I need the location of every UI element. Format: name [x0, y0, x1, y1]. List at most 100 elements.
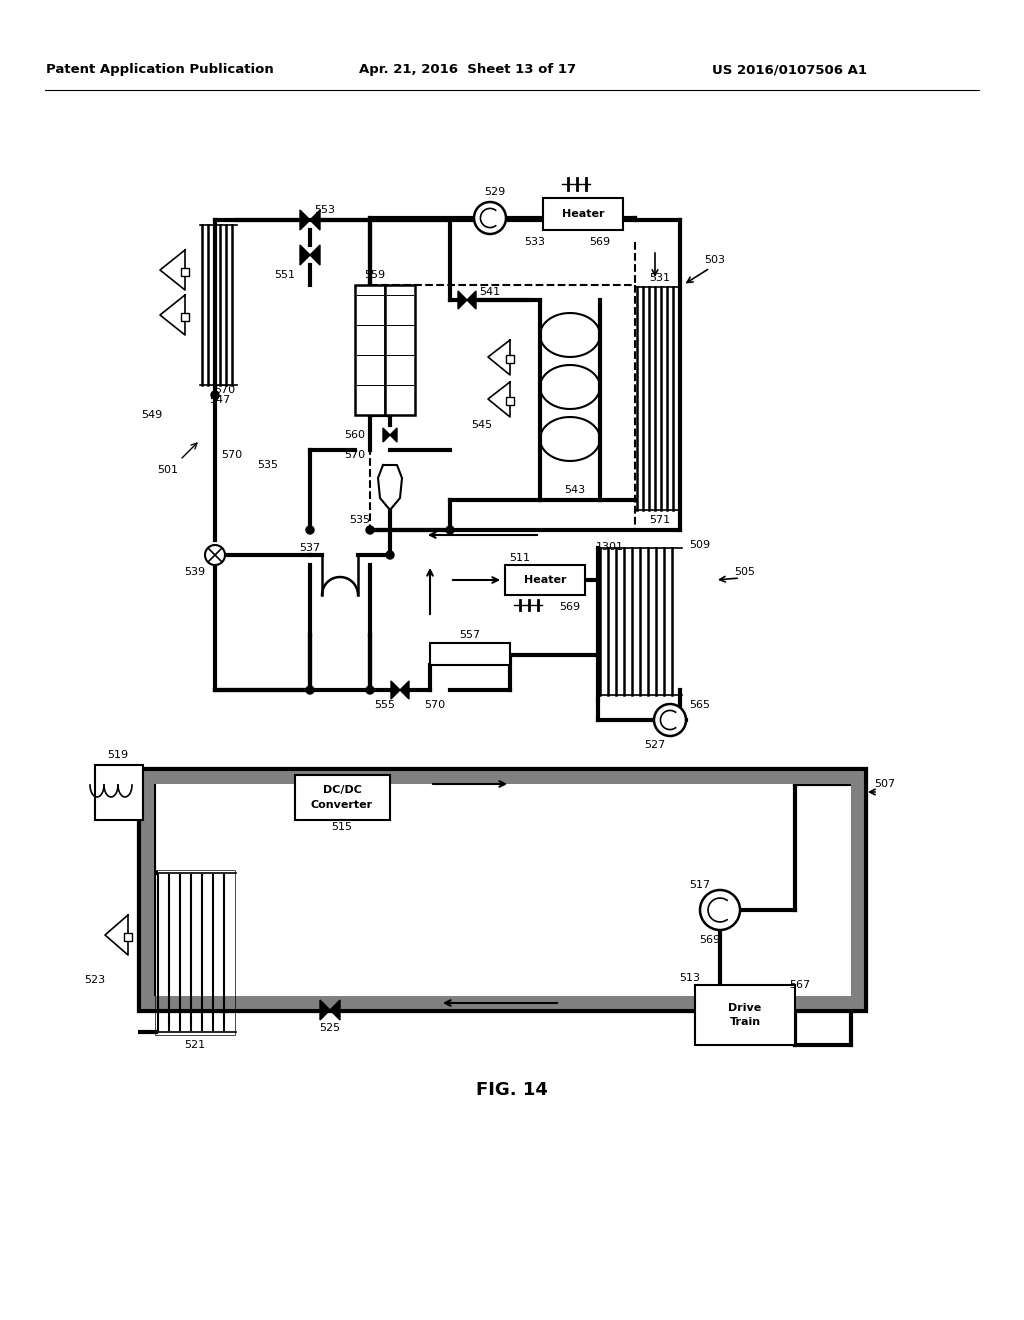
Polygon shape: [310, 210, 319, 230]
Circle shape: [366, 525, 374, 535]
Polygon shape: [400, 681, 409, 700]
Text: 557: 557: [460, 630, 480, 640]
Bar: [355, 285, 385, 414]
Text: Converter: Converter: [311, 800, 373, 810]
Polygon shape: [160, 294, 185, 335]
Text: 570: 570: [214, 385, 236, 395]
Text: Heater: Heater: [523, 576, 566, 585]
Text: 537: 537: [299, 543, 321, 553]
Text: 1301: 1301: [596, 543, 624, 552]
Polygon shape: [300, 246, 310, 265]
Text: 569: 569: [590, 238, 610, 247]
Bar: [695, 985, 795, 1045]
Text: FIG. 14: FIG. 14: [476, 1081, 548, 1100]
Text: 565: 565: [689, 700, 711, 710]
Text: 549: 549: [141, 411, 163, 420]
Text: US 2016/0107506 A1: US 2016/0107506 A1: [713, 63, 867, 77]
Text: 529: 529: [484, 187, 506, 197]
Circle shape: [205, 545, 225, 565]
Text: 501: 501: [158, 465, 178, 475]
Text: 569: 569: [559, 602, 581, 612]
Bar: [543, 198, 623, 230]
Text: 570: 570: [221, 450, 243, 459]
Text: 527: 527: [644, 741, 666, 750]
Text: 539: 539: [184, 568, 206, 577]
Bar: [95, 766, 143, 820]
Bar: [140, 770, 154, 1010]
Polygon shape: [488, 341, 510, 375]
Text: 505: 505: [734, 568, 756, 577]
Bar: [140, 770, 865, 1010]
Circle shape: [654, 704, 686, 737]
Text: Heater: Heater: [562, 209, 604, 219]
Bar: [506, 397, 514, 405]
Text: 545: 545: [471, 420, 493, 430]
Text: 511: 511: [510, 553, 530, 564]
Bar: [155, 870, 234, 1035]
Bar: [181, 313, 189, 321]
Bar: [430, 643, 510, 665]
Text: 535: 535: [349, 515, 371, 525]
Bar: [140, 770, 865, 784]
Polygon shape: [383, 428, 390, 442]
Text: 503: 503: [705, 255, 725, 265]
Text: 507: 507: [874, 779, 896, 789]
Bar: [295, 775, 390, 820]
Text: 570: 570: [344, 450, 366, 459]
Text: Patent Application Publication: Patent Application Publication: [46, 63, 273, 77]
Text: 509: 509: [689, 540, 711, 550]
Text: 555: 555: [375, 700, 395, 710]
Bar: [385, 285, 415, 414]
Text: 570: 570: [424, 700, 445, 710]
Circle shape: [211, 391, 219, 399]
Text: 513: 513: [680, 973, 700, 983]
Text: 553: 553: [314, 205, 336, 215]
Text: 533: 533: [524, 238, 546, 247]
Circle shape: [474, 202, 506, 234]
Bar: [140, 997, 865, 1010]
Polygon shape: [310, 246, 319, 265]
Bar: [181, 268, 189, 276]
Text: 531: 531: [649, 273, 671, 282]
Bar: [370, 285, 635, 531]
Text: 541: 541: [479, 286, 501, 297]
Text: 551: 551: [274, 271, 296, 280]
Text: Apr. 21, 2016  Sheet 13 of 17: Apr. 21, 2016 Sheet 13 of 17: [359, 63, 577, 77]
Polygon shape: [300, 210, 310, 230]
Text: Train: Train: [729, 1016, 761, 1027]
Polygon shape: [160, 249, 185, 290]
Text: 567: 567: [790, 979, 811, 990]
Circle shape: [366, 686, 374, 694]
Circle shape: [306, 686, 314, 694]
Bar: [148, 777, 857, 1002]
Bar: [506, 355, 514, 363]
Polygon shape: [105, 915, 128, 954]
Circle shape: [700, 890, 740, 931]
Polygon shape: [467, 290, 476, 309]
Bar: [140, 770, 865, 1010]
Text: 525: 525: [319, 1023, 341, 1034]
Text: 523: 523: [84, 975, 105, 985]
Polygon shape: [488, 381, 510, 417]
Text: 515: 515: [332, 822, 352, 832]
Text: Drive: Drive: [728, 1003, 762, 1012]
Circle shape: [306, 525, 314, 535]
Text: DC/DC: DC/DC: [323, 785, 361, 795]
Text: 519: 519: [108, 750, 129, 760]
Polygon shape: [390, 428, 397, 442]
Circle shape: [446, 525, 454, 535]
Polygon shape: [391, 681, 400, 700]
Text: 535: 535: [257, 459, 279, 470]
Bar: [851, 770, 865, 1010]
Polygon shape: [378, 465, 402, 510]
Text: 569: 569: [699, 935, 721, 945]
Text: 547: 547: [209, 395, 230, 405]
Bar: [505, 565, 585, 595]
Text: 560: 560: [344, 430, 366, 440]
Polygon shape: [319, 1001, 330, 1020]
Text: 571: 571: [649, 515, 671, 525]
Polygon shape: [458, 290, 467, 309]
Text: 543: 543: [564, 484, 586, 495]
Bar: [124, 933, 132, 941]
Text: 521: 521: [184, 1040, 206, 1049]
